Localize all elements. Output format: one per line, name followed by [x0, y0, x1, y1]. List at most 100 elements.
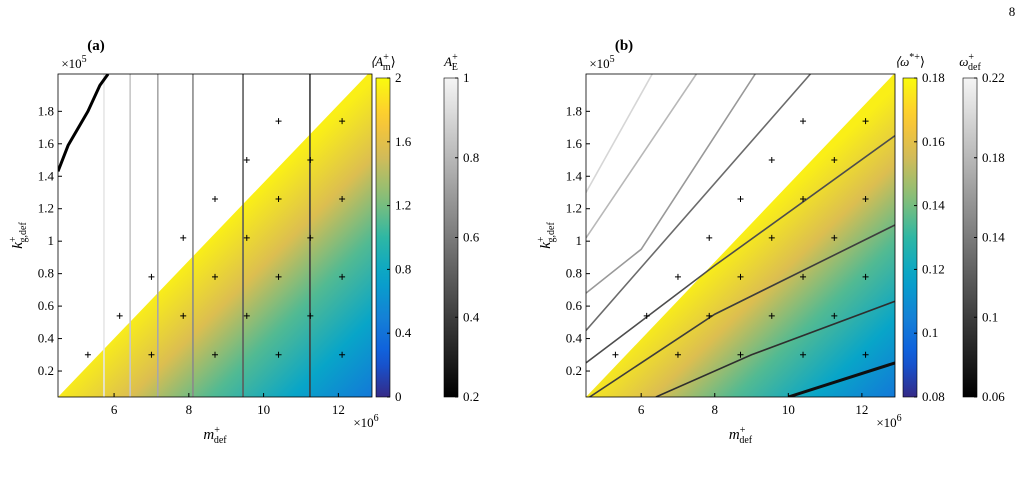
page-number: 8: [1009, 4, 1016, 19]
sample-point: [180, 312, 187, 319]
sample-point: [339, 273, 346, 280]
sample-point: [275, 351, 282, 358]
label: k+g,def: [536, 222, 557, 249]
y-tick-label: 0.6: [38, 298, 55, 313]
y-tick-label: 1.2: [38, 201, 54, 216]
sample-point: [275, 273, 282, 280]
label-base: m: [729, 427, 740, 443]
sample-point: [212, 195, 218, 202]
sample-point: [307, 234, 314, 241]
label-sup: +: [452, 52, 458, 63]
sample-point: [339, 195, 346, 202]
sample-point: [612, 351, 619, 358]
sample-point: [212, 351, 218, 358]
colorbar-tick-label: 0.1: [922, 325, 938, 340]
plot-area: [58, 74, 372, 397]
axes-box: [585, 73, 896, 398]
y-tick-label: 0.2: [566, 363, 582, 378]
colorbar-tick-label: 0.4: [463, 309, 480, 324]
colorbar: [902, 77, 918, 398]
label-base: ×10: [589, 56, 609, 71]
y-tick-label: 0.4: [38, 331, 55, 346]
sample-point: [243, 312, 250, 319]
sample-point: [212, 273, 218, 280]
y-tick-label: 1: [48, 233, 55, 248]
axes-box: [57, 73, 373, 398]
label-sub: E: [452, 62, 458, 73]
contour-line: [586, 135, 895, 364]
x-tick-label: 8: [712, 402, 719, 417]
colorbar-tick-label: 1.6: [395, 134, 412, 149]
x-tick-label: 12: [855, 402, 868, 417]
y-tick-label: 0.8: [38, 266, 54, 281]
sample-point: [800, 273, 807, 280]
colorbar-tick-label: 0.18: [922, 70, 945, 85]
y-tick-label: 1.8: [38, 103, 54, 118]
colorbar-tick-label: 0.8: [395, 261, 411, 276]
colorbar-tick-label: 0.22: [982, 70, 1005, 85]
label-end: ⟩: [920, 54, 925, 69]
colorbar-tick-label: 0.8: [463, 150, 479, 165]
colorbar-tick-label: 0.18: [982, 150, 1005, 165]
sample-point: [307, 157, 314, 164]
y-tick-label: 1.4: [38, 168, 55, 183]
sample-point: [737, 351, 744, 358]
sample-point: [831, 312, 838, 319]
label-base: ×10: [353, 415, 373, 430]
sample-point: [862, 118, 869, 125]
sample-point: [148, 273, 155, 280]
contour-line: [655, 300, 895, 397]
sample-point: [831, 234, 838, 241]
sample-point: [706, 234, 713, 241]
sample-point: [674, 273, 681, 280]
sample-point: [339, 118, 346, 125]
y-tick-label: 0.8: [566, 266, 582, 281]
contour-line: [586, 74, 698, 239]
y-tick-label: 1.2: [566, 201, 582, 216]
x-tick-label: 10: [257, 402, 270, 417]
sample-point: [862, 195, 869, 202]
label-base: ⟨ω: [895, 54, 909, 69]
contour-field: [586, 74, 895, 397]
label-sub: m: [383, 62, 391, 73]
label: ω+ def: [959, 52, 981, 73]
y-tick-label: 0.6: [566, 298, 583, 313]
label-base: m: [203, 427, 214, 443]
colorbar: [375, 77, 391, 398]
y-tick-label: 1.8: [566, 103, 582, 118]
colorbar-tick-label: 0.2: [463, 389, 479, 404]
colorbar-tick-label: 0.1: [982, 309, 998, 324]
colorbar-tick-label: 0.08: [922, 389, 945, 404]
label-sup: +: [968, 52, 974, 63]
label-base: ×10: [876, 415, 896, 430]
label-sup: +: [383, 52, 389, 63]
colorbar-tick-label: 0.16: [922, 134, 945, 149]
label: A+ E: [443, 52, 458, 73]
x-tick-label: 6: [638, 402, 645, 417]
contour-line: [586, 74, 811, 331]
label-base: ω: [959, 54, 968, 69]
label-sup: 5: [610, 54, 615, 65]
sample-point: [737, 195, 744, 202]
label-sub: g,def: [546, 222, 557, 243]
sample-point: [862, 351, 869, 358]
sample-point: [800, 118, 807, 125]
sample-point: [800, 351, 807, 358]
colorbar-tick-label: 0.6: [463, 230, 480, 245]
sample-point: [768, 312, 775, 319]
label-end: ⟩: [391, 54, 396, 69]
y-tick-label: 0.4: [566, 331, 583, 346]
label-sub: def: [739, 435, 752, 446]
label-sub: def: [214, 435, 227, 446]
contour-line: [58, 74, 110, 172]
colorbar-tick-label: 0.14: [922, 198, 945, 213]
label-sub: g,def: [18, 222, 29, 243]
sample-point: [737, 273, 744, 280]
label-sub: def: [968, 62, 981, 73]
sample-point: [307, 312, 314, 319]
x-tick-label: 10: [782, 402, 795, 417]
label-sup: 6: [374, 413, 379, 424]
x-tick-label: 6: [111, 402, 118, 417]
colorbar-tick-label: 0.14: [982, 230, 1005, 245]
